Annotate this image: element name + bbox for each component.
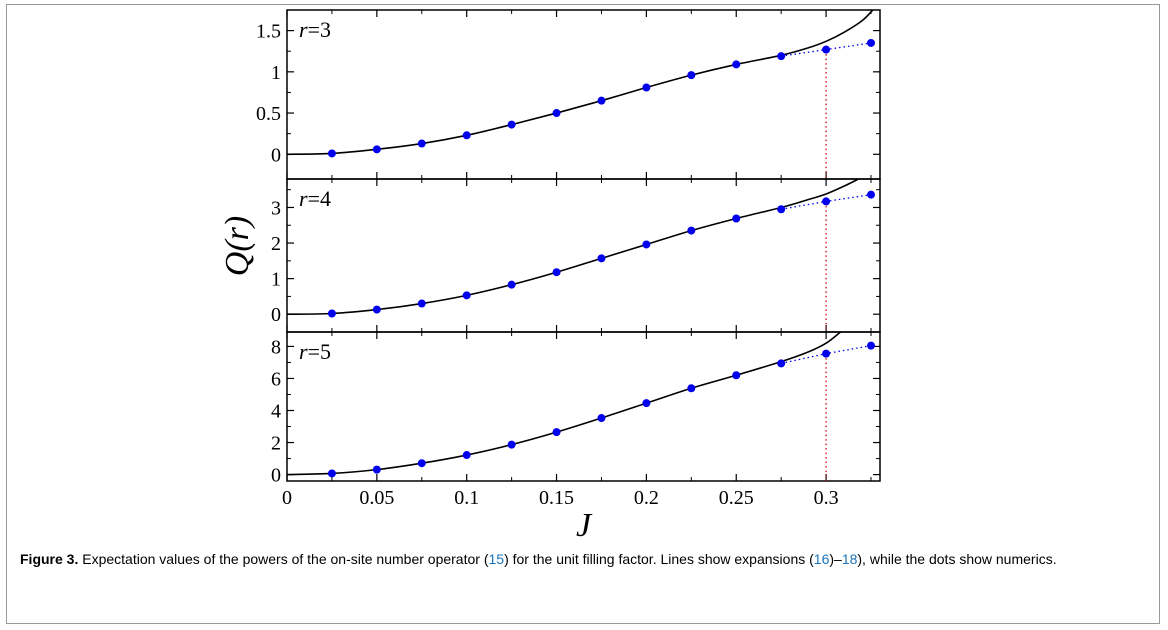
panel-frame-3	[286, 331, 881, 482]
numeric-dot-p1	[732, 60, 741, 69]
numeric-dot-p2	[867, 190, 876, 199]
x-tick-label: 0.2	[634, 487, 659, 509]
numeric-dot-p2	[822, 197, 831, 206]
numeric-dot-p2	[552, 268, 561, 277]
numeric-dot-p3	[822, 349, 831, 358]
numeric-dot-p3	[777, 359, 786, 368]
numeric-dot-p1	[687, 71, 696, 80]
y-tick-label-p2: 0	[271, 304, 281, 326]
numeric-dot-p3	[462, 451, 471, 460]
x-tick-label: 0.05	[359, 487, 394, 509]
numeric-dot-p1	[327, 149, 336, 158]
y-tick-label-p2: 3	[271, 197, 281, 219]
numeric-dot-p1	[867, 38, 876, 47]
figure-caption: Figure 3. Expectation values of the powe…	[20, 549, 1150, 570]
numeric-dot-p1	[822, 45, 831, 54]
numeric-dot-p2	[372, 305, 381, 314]
y-tick-label-p1: 0	[271, 144, 281, 166]
numeric-dot-p1	[552, 109, 561, 118]
caption-ref-15[interactable]: 15	[488, 551, 505, 567]
numeric-dot-p3	[867, 341, 876, 350]
numeric-dot-p2	[687, 226, 696, 235]
caption-text-4: ), while the dots show numerics.	[857, 551, 1057, 567]
caption-text-2: ) for the unit filling factor. Lines sho…	[504, 551, 814, 567]
numeric-dot-p2	[417, 299, 426, 308]
numeric-dot-p2	[642, 240, 651, 249]
numeric-dot-p1	[417, 139, 426, 148]
panel-frame-1	[286, 9, 881, 180]
numeric-dot-p1	[597, 96, 606, 105]
y-tick-label-p3: 6	[271, 368, 281, 390]
numeric-dot-p2	[777, 205, 786, 214]
numeric-dot-p3	[507, 440, 516, 449]
y-tick-label-p1: 0.5	[256, 103, 281, 125]
y-tick-label-p3: 4	[271, 401, 281, 423]
caption-ref-18[interactable]: 18	[841, 551, 858, 567]
caption-ref-16[interactable]: 16	[813, 551, 830, 567]
numeric-dot-p3	[417, 459, 426, 468]
x-tick-label: 0.25	[719, 487, 754, 509]
y-tick-label-p3: 0	[271, 465, 281, 487]
caption-label: Figure 3.	[20, 551, 79, 567]
numeric-dot-p3	[597, 414, 606, 423]
numeric-dot-p2	[507, 280, 516, 289]
numeric-dot-p3	[552, 428, 561, 437]
numeric-dot-p3	[327, 469, 336, 478]
numeric-dot-p1	[642, 83, 651, 92]
chart: 0 0.5 1 1.5 r=3 0 1 2 3 r=4 0 2 4 6 8 r=5 0 0.05 0.1 0.15 0.…	[219, 9, 881, 540]
y-tick-label-p1: 1	[271, 62, 281, 84]
y-tick-label-p3: 8	[271, 336, 281, 358]
caption-text-3: )–	[829, 551, 842, 567]
y-tick-label-p2: 1	[271, 269, 281, 291]
expansion-curve-p1	[287, 10, 874, 156]
numeric-dot-p1	[372, 145, 381, 154]
y-tick-label-p3: 2	[271, 433, 281, 455]
numeric-dot-p1	[462, 131, 471, 140]
x-tick-label: 0.3	[814, 487, 839, 509]
numeric-dot-p2	[597, 254, 606, 263]
caption-text-1: Expectation values of the powers of the …	[78, 551, 489, 567]
x-tick-label: 0	[282, 487, 292, 509]
expansion-curve-p2	[287, 179, 859, 316]
x-tick-label: 0.1	[454, 487, 479, 509]
numeric-dot-p2	[732, 214, 741, 223]
panel-label-p1: r=3	[299, 17, 331, 42]
numeric-dot-p1	[507, 120, 516, 129]
y-tick-label-p2: 2	[271, 233, 281, 255]
panel-label-p2: r=4	[299, 186, 331, 211]
y-axis-label: Q(r)	[219, 216, 256, 276]
expansion-curve-p3	[287, 332, 841, 476]
numeric-dot-p3	[732, 371, 741, 380]
numeric-dot-p3	[372, 465, 381, 474]
x-tick-label: 0.15	[539, 487, 574, 509]
figure-frame	[6, 4, 1160, 624]
numeric-dot-p3	[687, 384, 696, 393]
y-tick-label-p1: 1.5	[256, 21, 281, 43]
panel-label-p3: r=5	[299, 339, 331, 364]
numeric-dot-p2	[462, 291, 471, 300]
numeric-dot-p3	[642, 399, 651, 408]
numeric-dot-p1	[777, 52, 786, 61]
x-axis-label: J	[576, 507, 593, 540]
numeric-dot-p2	[327, 309, 336, 318]
